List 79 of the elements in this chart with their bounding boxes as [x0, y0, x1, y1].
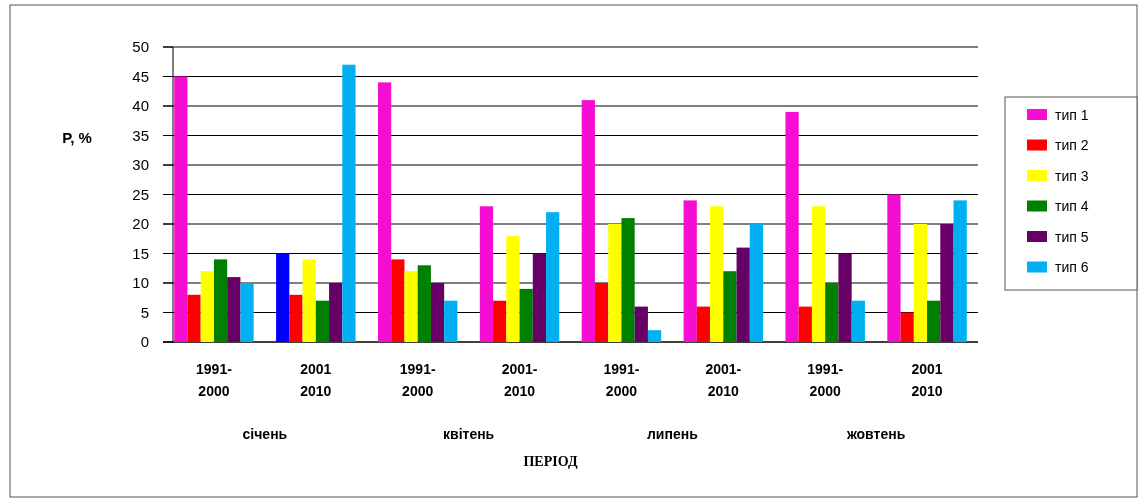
legend-label: тип 4	[1055, 198, 1089, 215]
bar	[187, 294, 201, 342]
bar	[417, 265, 431, 342]
bar	[851, 300, 865, 342]
text: квітень	[443, 426, 495, 442]
x-tick-label: 2001 2010	[911, 361, 943, 399]
x-tick-label: 1991- 2000	[603, 361, 640, 399]
y-tick-label: 30	[132, 156, 149, 174]
bar	[391, 259, 405, 342]
x-tick-label: 2001 2010	[300, 361, 332, 399]
bar	[736, 247, 750, 342]
legend-label: тип 6	[1055, 259, 1089, 276]
x-tick-label: 1991- 2000	[399, 361, 436, 399]
y-tick-label: 25	[132, 185, 149, 203]
legend-label: тип 3	[1055, 167, 1089, 184]
bar	[519, 288, 533, 342]
bar	[240, 283, 254, 342]
x-tick-label: 2001- 2010	[705, 361, 742, 399]
bar	[696, 306, 711, 342]
bar	[940, 224, 954, 342]
bar	[377, 82, 392, 342]
bar	[302, 259, 316, 342]
bar	[404, 271, 418, 342]
bar	[581, 100, 595, 342]
bar	[213, 259, 228, 342]
x-axis-title: ПЕРІОД	[523, 454, 578, 469]
bar	[913, 224, 928, 342]
legend-label: тип 5	[1055, 228, 1089, 245]
bar	[749, 224, 764, 342]
text: січень	[242, 426, 288, 442]
bar	[174, 76, 188, 342]
bar	[927, 300, 941, 342]
bar	[811, 206, 826, 342]
y-tick-label: 45	[132, 67, 149, 85]
bar	[430, 283, 445, 342]
x-tick-label: 1991- 2000	[196, 361, 233, 399]
bar	[532, 253, 547, 342]
y-tick-label: 15	[132, 244, 149, 262]
bar	[329, 283, 343, 342]
y-axis-title: P, %	[62, 129, 92, 146]
bar	[798, 306, 812, 342]
bar	[953, 200, 967, 342]
bar	[493, 300, 507, 342]
legend-label: тип 2	[1055, 137, 1089, 154]
x-tick-label: 1991- 2000	[807, 361, 844, 399]
bar	[506, 235, 520, 342]
y-tick-label: 20	[132, 215, 149, 233]
bar	[887, 194, 901, 342]
x-tick-label: 2001- 2010	[501, 361, 538, 399]
legend-label: тип 1	[1055, 106, 1089, 123]
bar	[276, 253, 290, 342]
bar	[444, 300, 458, 342]
bar	[227, 277, 241, 342]
bar	[825, 283, 839, 342]
bar	[710, 206, 724, 342]
bar	[838, 253, 852, 342]
y-tick-label: 50	[132, 38, 149, 56]
bar	[479, 206, 494, 342]
bar	[608, 224, 622, 342]
y-tick-label: 10	[132, 274, 149, 292]
bar	[900, 312, 914, 342]
y-tick-label: 0	[140, 333, 149, 351]
bar	[342, 64, 356, 342]
bar	[634, 306, 648, 342]
bar	[546, 212, 560, 342]
bar	[683, 200, 697, 342]
bar	[200, 271, 214, 342]
bar	[621, 218, 635, 342]
bar	[289, 294, 303, 342]
y-tick-label: 40	[132, 97, 149, 115]
bar	[594, 283, 609, 342]
y-tick-label: 5	[140, 303, 149, 321]
bar	[647, 330, 662, 342]
y-tick-label: 35	[132, 126, 149, 144]
bar	[315, 300, 330, 342]
text: жовтень	[845, 426, 906, 442]
bar	[785, 111, 799, 342]
bar	[723, 271, 737, 342]
text: липень	[646, 426, 699, 442]
